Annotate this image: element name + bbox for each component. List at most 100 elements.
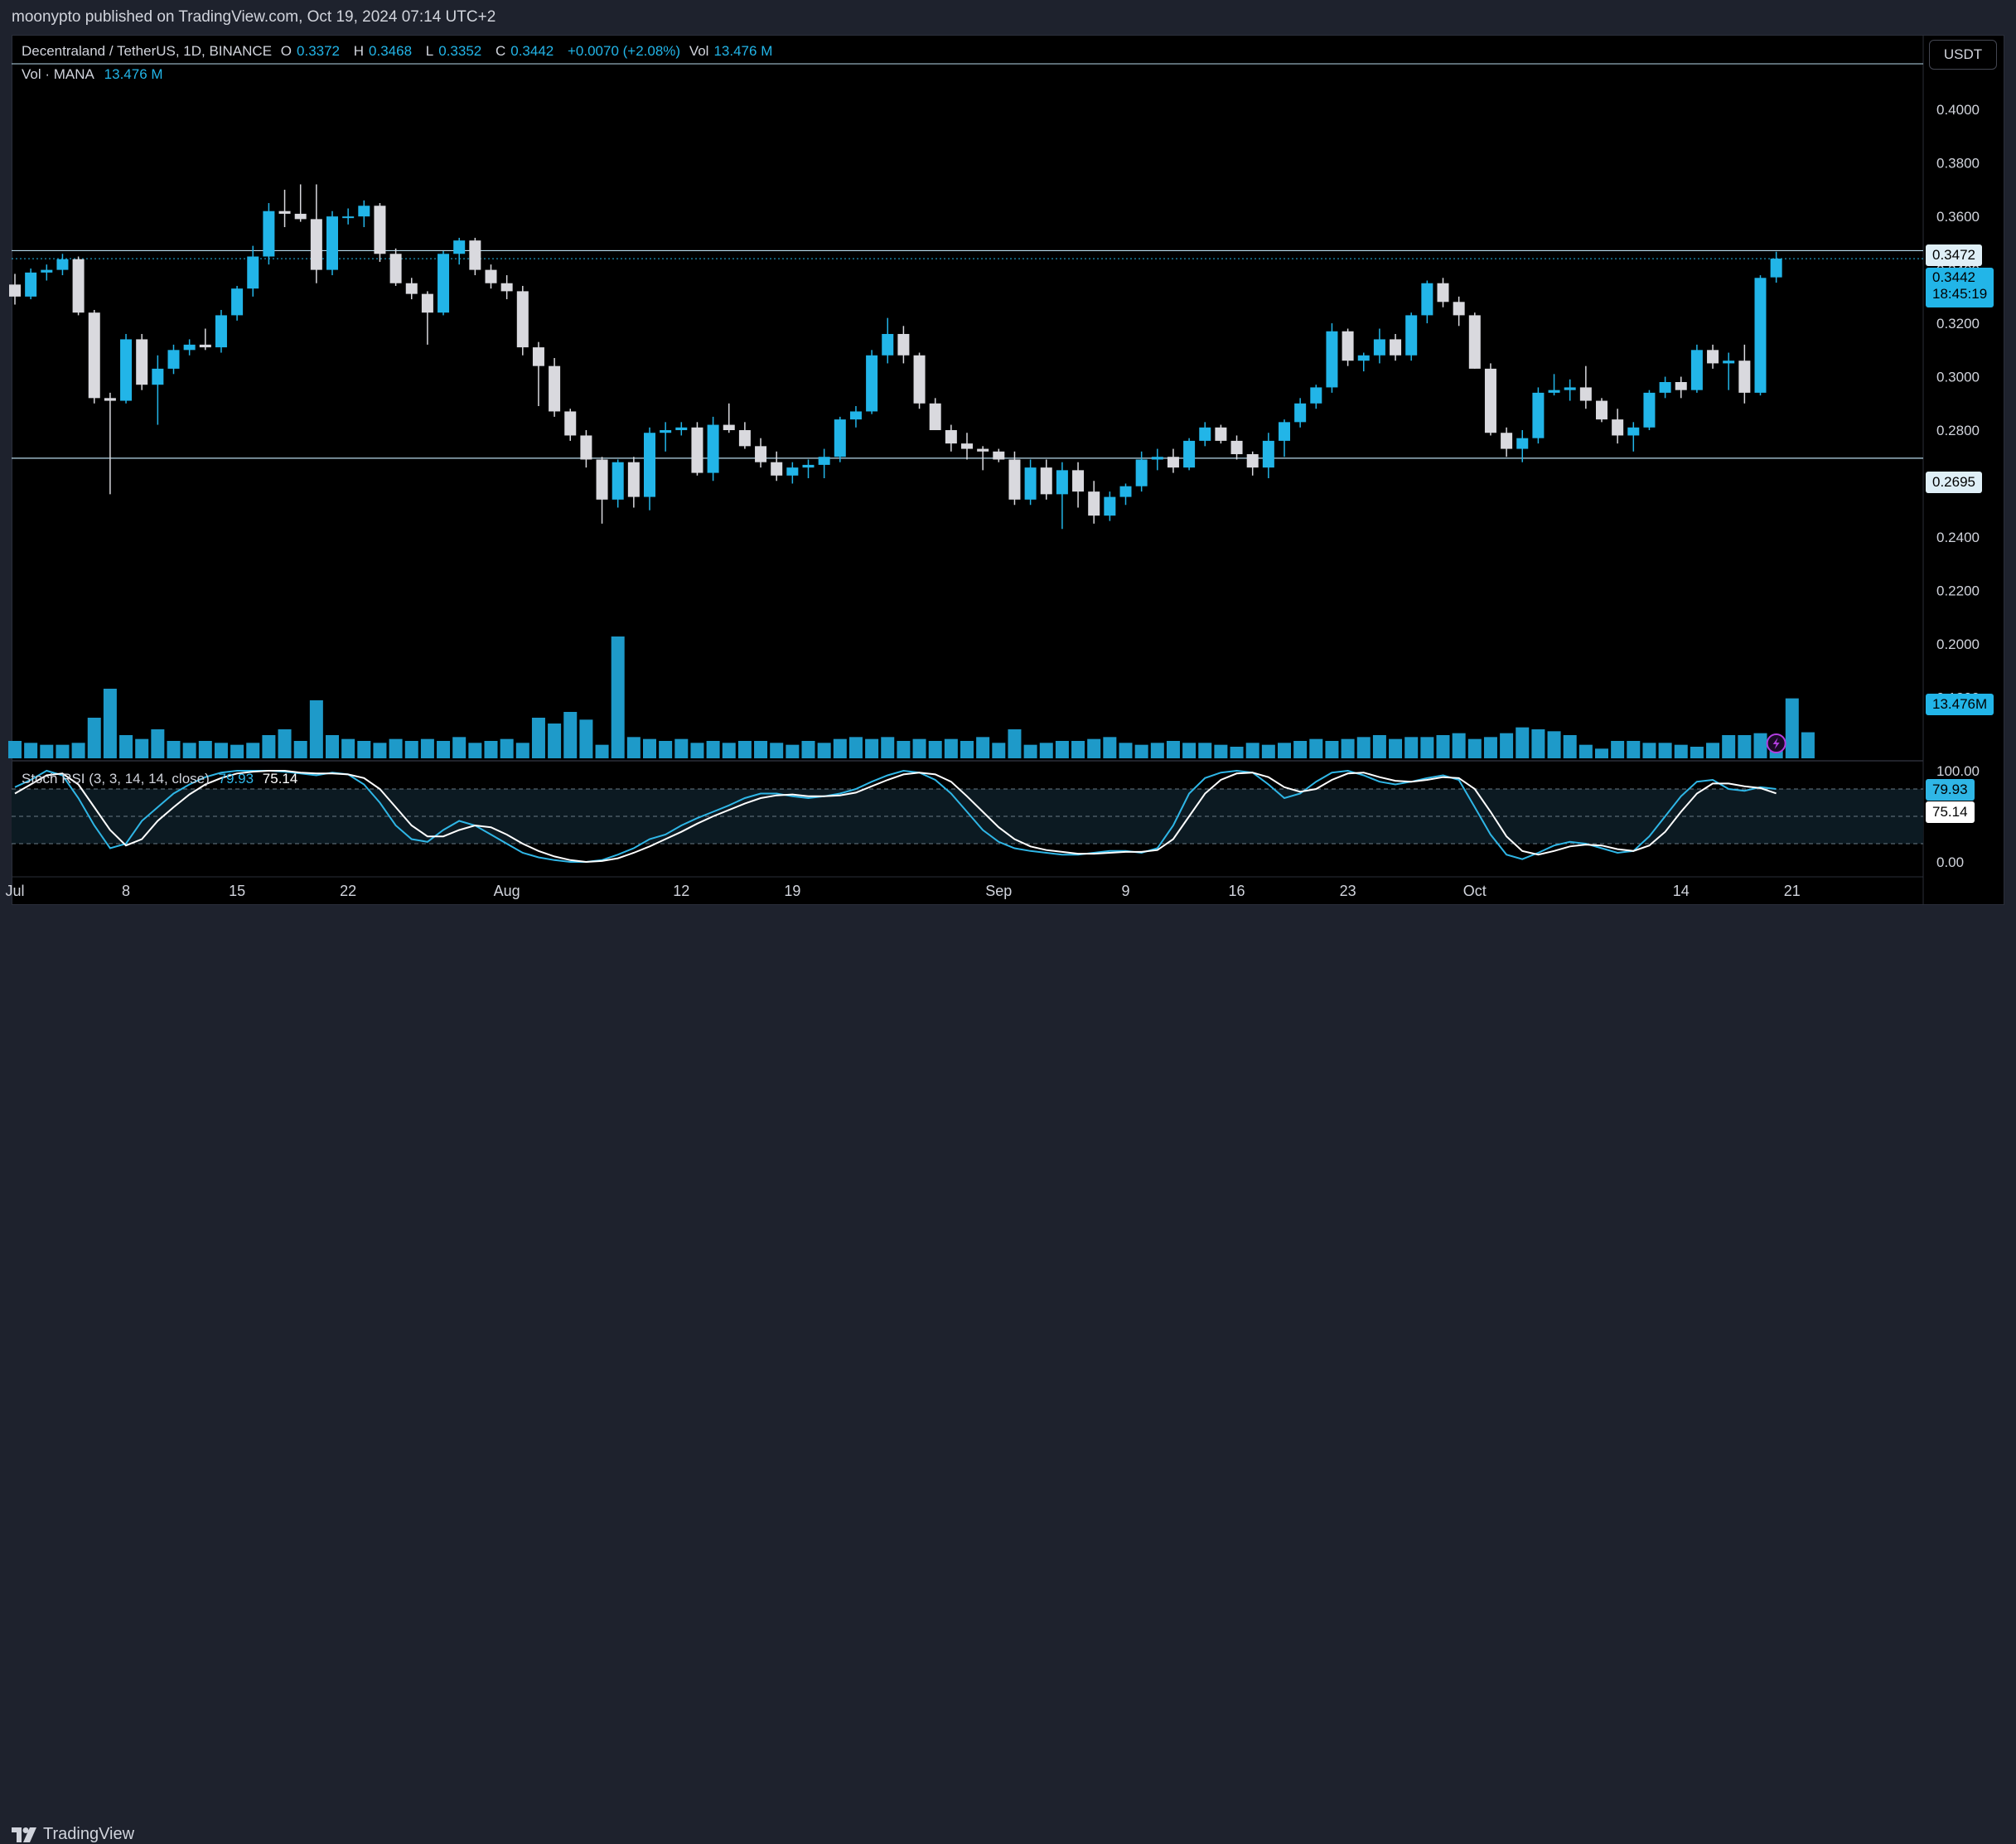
- candle-body: [294, 213, 307, 220]
- candle-body: [1770, 259, 1782, 278]
- candle-body: [1183, 440, 1196, 468]
- candle-body: [88, 312, 100, 399]
- candle-body: [897, 333, 910, 356]
- volume-bar: [87, 718, 101, 758]
- candle-body: [167, 350, 180, 369]
- footer: TradingView: [0, 905, 2016, 1843]
- volume-bar: [737, 741, 752, 758]
- volume-bar: [801, 741, 815, 758]
- volume-bar: [626, 737, 641, 758]
- candle-body: [453, 240, 466, 254]
- candle-body: [1310, 387, 1322, 404]
- candle-body: [1659, 381, 1671, 393]
- volume-bar: [912, 738, 926, 758]
- candle-body: [104, 398, 116, 401]
- volume-bar: [1341, 738, 1355, 758]
- volume-bar: [309, 700, 323, 758]
- volume-bar: [770, 743, 784, 758]
- volume-bar: [690, 743, 704, 758]
- volume-bar: [40, 744, 54, 758]
- volume-bar: [1690, 747, 1704, 758]
- volume-bar: [817, 743, 831, 758]
- currency-button[interactable]: USDT: [1929, 40, 1997, 70]
- volume-indicator-label[interactable]: Vol · MANA: [22, 66, 94, 82]
- candle-body: [152, 368, 164, 385]
- candle-body: [549, 365, 561, 412]
- symbol-name[interactable]: Decentraland / TetherUS, 1D, BINANCE: [22, 43, 273, 59]
- candle-body: [1532, 392, 1545, 438]
- volume-bar: [452, 737, 467, 758]
- volume-bar: [1467, 738, 1482, 758]
- volume-bar: [1483, 737, 1497, 758]
- time-axis-tick: Oct: [1463, 883, 1487, 899]
- volume-bar: [1150, 743, 1164, 758]
- price-axis-tick: 0.3600: [1936, 209, 1980, 225]
- volume-bar: [1309, 738, 1323, 758]
- close-label: C: [495, 43, 506, 59]
- volume-bar: [548, 724, 562, 758]
- volume-indicator-value: 13.476 M: [104, 66, 163, 82]
- volume-bar: [1023, 744, 1037, 758]
- candle-body: [310, 219, 322, 270]
- stoch-rsi-label[interactable]: Stoch RSI (3, 3, 14, 14, close): [22, 771, 210, 786]
- last-price-tag: 0.3442 18:45:19: [1926, 268, 1994, 307]
- candle-body: [1119, 486, 1132, 497]
- volume-bar: [341, 738, 355, 758]
- volume-legend: Vol · MANA 13.476 M: [22, 66, 163, 83]
- volume-bar: [786, 744, 800, 758]
- candle-body: [707, 424, 719, 473]
- volume-bar: [881, 737, 895, 758]
- price-axis-tick: 0.4000: [1936, 102, 1980, 118]
- volume-bar: [1182, 743, 1197, 758]
- volume-bar: [1674, 744, 1688, 758]
- tradingview-logo[interactable]: TradingView: [12, 1825, 134, 1844]
- stoch-rsi-k-value: 79.93: [218, 771, 254, 786]
- candle-body: [1548, 390, 1560, 393]
- volume-bar: [293, 741, 307, 758]
- candle-body: [438, 254, 450, 313]
- chart-frame[interactable]: [12, 35, 2004, 905]
- volume-bar: [1547, 731, 1561, 758]
- time-axis-tick: 21: [1784, 883, 1801, 899]
- volume-bar: [1103, 737, 1117, 758]
- volume-bar: [500, 738, 514, 758]
- volume-bar: [1372, 735, 1386, 758]
- price-chart[interactable]: 0.40000.38000.36000.34000.32000.30000.28…: [0, 0, 2016, 951]
- volume-bar: [643, 738, 656, 758]
- volume-bar: [135, 738, 149, 758]
- candle-body: [278, 211, 291, 214]
- volume-bar: [1356, 737, 1371, 758]
- volume-bar: [1753, 733, 1767, 758]
- volume-bar: [833, 738, 847, 758]
- candle-body: [755, 446, 767, 462]
- volume-bar: [1658, 743, 1672, 758]
- volume-bar: [1563, 735, 1577, 758]
- candle-body: [1199, 427, 1211, 441]
- candle-body: [1279, 422, 1290, 441]
- volume-bar: [198, 741, 212, 758]
- volume-bar: [1261, 744, 1275, 758]
- candle-body: [1627, 427, 1640, 436]
- candle-body: [1754, 278, 1767, 393]
- volume-bar: [563, 712, 578, 758]
- volume-bar: [1500, 733, 1514, 758]
- candle-body: [1008, 459, 1021, 500]
- volume-bar: [357, 741, 371, 758]
- resistance-price-tag: 0.3472: [1926, 244, 1982, 266]
- time-axis-tick: 8: [122, 883, 130, 899]
- candle-body: [1501, 433, 1513, 449]
- volume-bar: [1436, 735, 1450, 758]
- candle-body: [580, 435, 592, 460]
- volume-bar: [1785, 698, 1799, 758]
- candle-body: [1357, 355, 1370, 361]
- time-axis-tick: 15: [229, 883, 245, 899]
- candle-body: [247, 256, 259, 289]
- candle-body: [771, 462, 783, 476]
- volume-bar: [944, 738, 958, 758]
- candle-body: [72, 259, 85, 313]
- candle-body: [849, 411, 862, 420]
- candle-body: [564, 411, 577, 436]
- candle-body: [1040, 467, 1052, 495]
- last-price-value: 0.3442: [1932, 269, 1975, 285]
- candle-body: [120, 339, 133, 401]
